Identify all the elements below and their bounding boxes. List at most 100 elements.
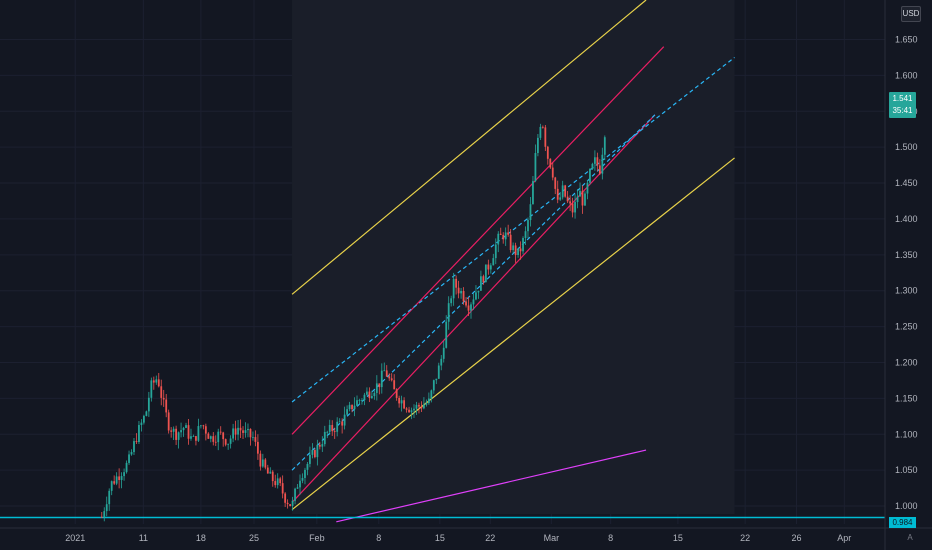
candle-body [266, 467, 269, 474]
candle-body [603, 137, 606, 155]
candle-body [467, 305, 470, 311]
candle-body [462, 290, 465, 302]
candle-body [561, 185, 564, 198]
candle-body [475, 292, 477, 300]
candle-body [373, 392, 376, 397]
candle-body [182, 427, 185, 431]
x-tick-label: Apr [837, 533, 851, 543]
candle-body [390, 378, 393, 381]
candle-body [546, 146, 549, 159]
candle-body [361, 400, 363, 401]
candle-body [556, 188, 559, 200]
candle-body [105, 504, 108, 512]
candle-body [209, 436, 212, 439]
candle-body [532, 181, 534, 205]
candle-body [363, 394, 366, 401]
candle-body [430, 390, 433, 399]
candle-body [489, 265, 492, 270]
candle-body [120, 476, 123, 480]
horizontal-level-tag: 0.984 [889, 517, 916, 528]
candles [100, 123, 606, 522]
candle-body [400, 400, 403, 404]
candle-body [502, 234, 505, 240]
candle-body [420, 406, 423, 409]
candle-body [172, 428, 175, 432]
candle-body [579, 190, 581, 197]
candle-body [477, 290, 480, 293]
candle-body [237, 427, 239, 435]
drawings[interactable] [0, 0, 885, 523]
candle-body [326, 431, 329, 433]
candle-body [425, 403, 428, 405]
y-tick-label: 1.250 [895, 322, 918, 332]
candle-body [348, 404, 351, 410]
candle-body [492, 258, 495, 266]
candle-body [512, 245, 515, 251]
candle-body [388, 376, 391, 379]
currency-selector-button[interactable]: USD [901, 6, 921, 22]
candle-body [338, 421, 341, 423]
candle-body [269, 471, 272, 474]
x-tick-label: 15 [673, 533, 683, 543]
x-tick-label: Mar [544, 533, 560, 543]
y-tick-label: 1.150 [895, 393, 918, 403]
x-tick-label: 11 [139, 533, 148, 543]
candle-body [509, 234, 512, 251]
candle-body [551, 167, 554, 178]
candle-body [197, 426, 200, 441]
candle-body [214, 441, 217, 443]
candle-body [150, 380, 153, 398]
candle-body [125, 462, 128, 473]
candle-body [321, 444, 324, 447]
candle-body [366, 391, 368, 395]
channel-shading [292, 0, 735, 514]
candle-body [442, 347, 445, 359]
candle-body [259, 453, 262, 467]
candle-body [281, 483, 284, 494]
candle-body [279, 478, 282, 484]
candle-body [403, 400, 405, 409]
candle-body [309, 454, 311, 464]
candle-body [457, 287, 460, 294]
candle-body [301, 477, 304, 481]
candle-body [155, 379, 158, 383]
candle-body [385, 370, 388, 377]
candle-body [569, 201, 572, 204]
candle-body [190, 436, 192, 439]
x-tick-label: 8 [376, 533, 381, 543]
candle-body [527, 220, 529, 232]
candle-body [110, 481, 113, 491]
median-dashed-line-lower [291, 114, 656, 471]
y-tick-label: 1.300 [895, 286, 918, 296]
candle-body [311, 450, 314, 455]
candle-body [138, 425, 140, 443]
candle-body [514, 245, 517, 256]
candle-body [598, 165, 601, 174]
candle-body [541, 126, 544, 128]
candle-body [383, 370, 386, 372]
candle-body [286, 502, 289, 505]
candle-body [143, 415, 145, 423]
candle-body [564, 185, 567, 197]
candle-body [358, 400, 361, 401]
candle-body [395, 389, 398, 398]
auto-scale-button[interactable]: A [907, 533, 913, 542]
candle-body [576, 196, 579, 203]
candle-body [207, 433, 210, 439]
magenta-trend-line [336, 449, 647, 523]
candle-body [571, 203, 574, 213]
candle-body [115, 476, 118, 484]
y-tick-label: 1.100 [895, 429, 918, 439]
candle-body [242, 430, 244, 433]
candle-body [423, 404, 425, 409]
last-price-tag: 1.541 35:41 [889, 92, 916, 118]
channel-region [292, 0, 735, 514]
candle-body [378, 383, 381, 388]
candle-body [249, 428, 252, 438]
candle-body [480, 276, 482, 291]
candle-body [100, 516, 103, 518]
candle-body [549, 158, 552, 168]
candle-body [140, 422, 143, 426]
